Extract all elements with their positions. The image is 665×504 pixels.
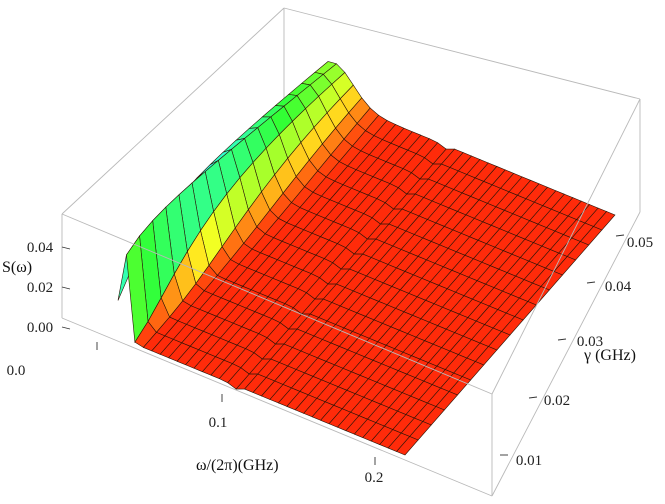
x-axis: 0.0 0.1 0.2 ω/(2π)(GHz) <box>7 342 384 486</box>
x-tick-label: 0.2 <box>365 470 384 486</box>
y-tick-label: 0.05 <box>627 235 653 251</box>
z-tick-label: 0.00 <box>27 320 53 336</box>
y-tick-label: 0.02 <box>544 393 570 409</box>
z-axis: 0.04 0.02 0.00 S(ω) <box>2 240 71 336</box>
y-axis: 0.01 0.02 0.03 0.04 0.05 γ (GHz) <box>500 234 653 469</box>
z-tick-mark <box>61 326 71 330</box>
y-tick-mark <box>557 338 567 341</box>
bounding-box-front <box>61 98 641 497</box>
y-tick-label: 0.01 <box>516 453 542 469</box>
z-tick-label: 0.02 <box>27 280 53 296</box>
y-tick-label: 0.04 <box>605 279 632 295</box>
y-axis-label: γ (GHz) <box>583 347 636 364</box>
z-tick-label: 0.04 <box>27 240 54 256</box>
y-tick-mark <box>586 281 596 284</box>
surface-mesh <box>117 61 616 456</box>
surface-cell <box>396 436 419 456</box>
x-tick-label: 0.0 <box>7 363 26 379</box>
y-tick-mark <box>615 234 625 237</box>
x-axis-label: ω/(2π)(GHz) <box>196 457 279 474</box>
y-tick-mark <box>528 396 538 399</box>
x-tick-label: 0.1 <box>209 415 228 431</box>
z-axis-label: S(ω) <box>2 259 32 276</box>
bounding-box-back <box>61 7 641 318</box>
y-tick-label: 0.03 <box>577 334 603 350</box>
z-tick-mark <box>61 246 71 250</box>
z-tick-mark <box>61 286 71 290</box>
